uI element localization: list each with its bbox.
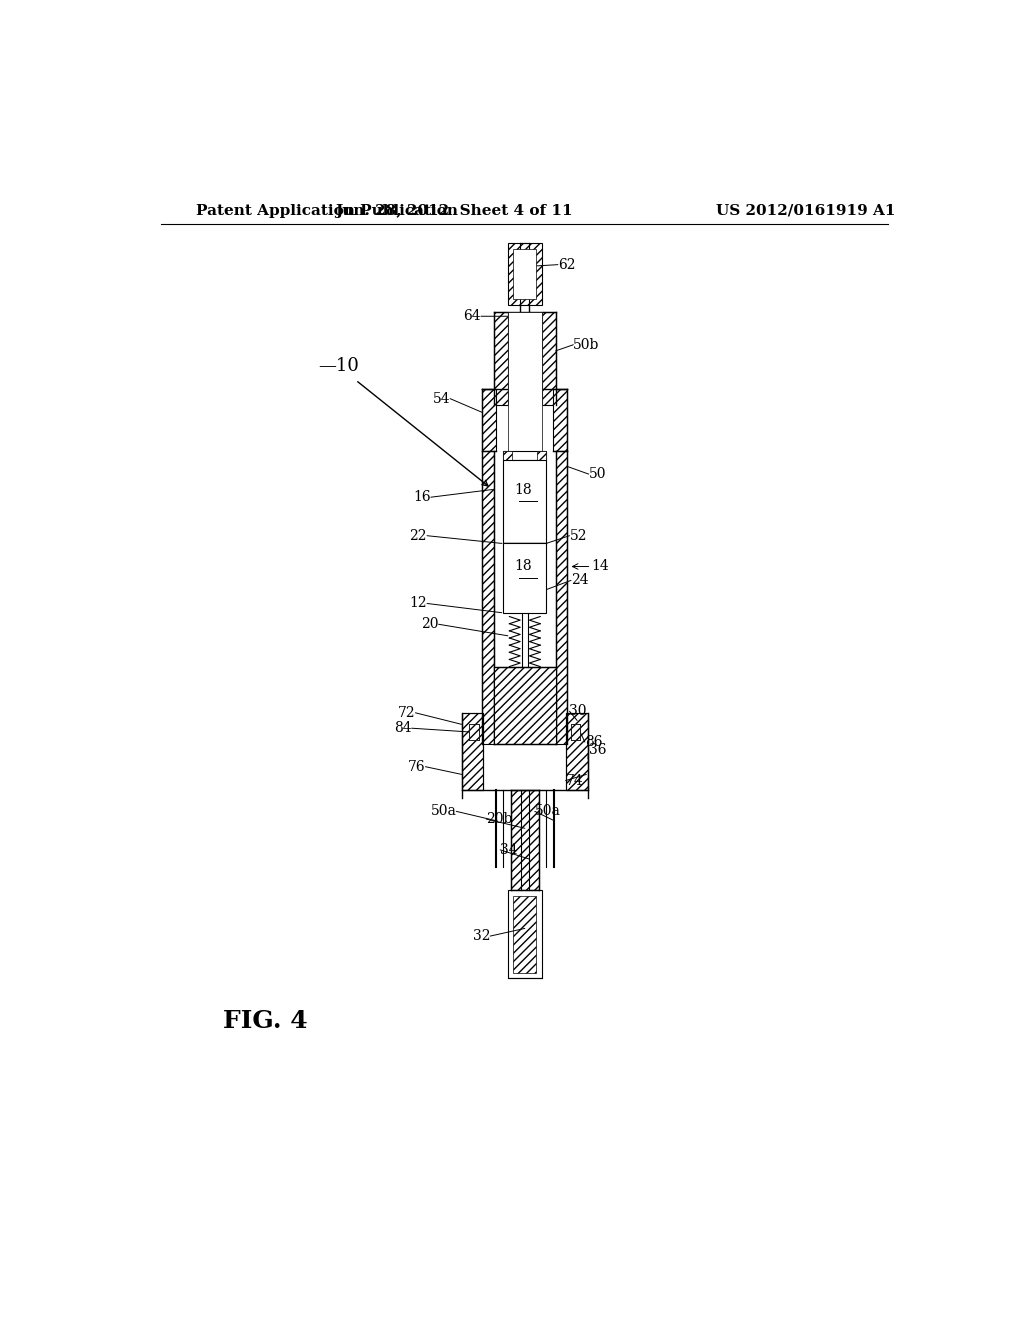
Text: 30: 30 bbox=[569, 705, 587, 718]
Text: 16: 16 bbox=[414, 490, 431, 504]
Text: 18: 18 bbox=[514, 560, 532, 573]
Bar bbox=[508, 890, 542, 978]
Text: 50a: 50a bbox=[535, 804, 561, 818]
Text: 84: 84 bbox=[394, 721, 412, 735]
Bar bbox=[503, 544, 547, 612]
Text: 74: 74 bbox=[565, 774, 584, 788]
Text: 52: 52 bbox=[569, 529, 587, 543]
Bar bbox=[511, 789, 539, 890]
Bar bbox=[482, 389, 497, 451]
Bar bbox=[462, 713, 483, 789]
Bar bbox=[566, 713, 588, 789]
Bar bbox=[494, 667, 556, 743]
Text: Patent Application Publication: Patent Application Publication bbox=[196, 203, 458, 218]
Text: 50b: 50b bbox=[573, 338, 600, 351]
Text: US 2012/0161919 A1: US 2012/0161919 A1 bbox=[716, 203, 895, 218]
Text: 76: 76 bbox=[408, 760, 425, 774]
Bar bbox=[571, 725, 581, 739]
Bar bbox=[508, 313, 542, 451]
Text: 32: 32 bbox=[473, 929, 490, 942]
Text: 64: 64 bbox=[463, 309, 481, 323]
Bar bbox=[566, 713, 588, 789]
Text: 50a: 50a bbox=[430, 804, 457, 818]
Bar bbox=[553, 389, 567, 451]
Bar bbox=[469, 725, 478, 739]
Text: 36: 36 bbox=[589, 743, 606, 756]
Text: 62: 62 bbox=[558, 257, 575, 272]
Text: Jun. 28, 2012  Sheet 4 of 11: Jun. 28, 2012 Sheet 4 of 11 bbox=[335, 203, 572, 218]
Text: 86: 86 bbox=[585, 735, 602, 748]
Bar bbox=[469, 725, 478, 739]
Text: 20b: 20b bbox=[486, 812, 513, 826]
Bar bbox=[503, 461, 547, 544]
Bar bbox=[462, 713, 483, 789]
Text: 20: 20 bbox=[421, 618, 438, 631]
Bar bbox=[482, 451, 494, 743]
Text: —10: —10 bbox=[318, 358, 358, 375]
Text: 12: 12 bbox=[410, 597, 427, 610]
Text: 34: 34 bbox=[500, 843, 518, 857]
Text: 50: 50 bbox=[589, 467, 606, 480]
Text: 14: 14 bbox=[591, 560, 609, 573]
Text: FIG. 4: FIG. 4 bbox=[223, 1008, 307, 1032]
Text: 18: 18 bbox=[514, 483, 532, 496]
Bar bbox=[556, 451, 567, 743]
Text: 72: 72 bbox=[398, 706, 416, 719]
Bar bbox=[503, 451, 547, 461]
Text: 22: 22 bbox=[410, 529, 427, 543]
Bar bbox=[542, 313, 556, 405]
Bar bbox=[494, 313, 508, 405]
Bar bbox=[513, 896, 537, 973]
Bar bbox=[503, 451, 512, 461]
Bar bbox=[571, 725, 581, 739]
Bar bbox=[508, 243, 542, 305]
Bar bbox=[538, 451, 547, 461]
Text: 24: 24 bbox=[571, 573, 589, 587]
Text: 54: 54 bbox=[432, 392, 451, 405]
Bar bbox=[513, 249, 537, 298]
